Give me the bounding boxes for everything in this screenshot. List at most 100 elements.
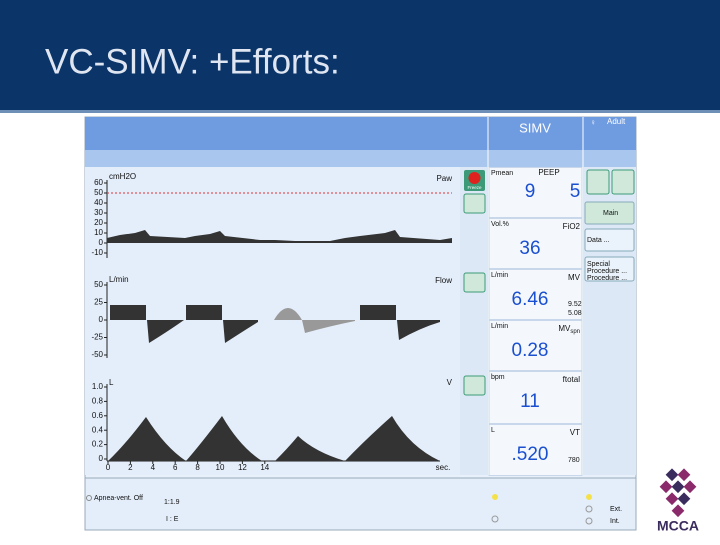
source-ext: Ext.: [610, 506, 622, 513]
measurement-cell: [488, 320, 583, 371]
menu-button[interactable]: [584, 228, 635, 252]
x-tick-label: 14: [260, 463, 269, 472]
measurement-value: 11: [520, 391, 540, 412]
measurement-value: 36: [519, 238, 540, 259]
menu-label: Special Procedure ... Procedure ...: [587, 261, 627, 282]
measurement-extra: 780: [568, 457, 580, 464]
screen-button[interactable]: [611, 169, 635, 195]
menu-label-line: Procedure ...: [587, 275, 627, 282]
measurement-name: PEEP: [538, 168, 559, 177]
measurement-cell: [488, 371, 583, 424]
flow-settings-button[interactable]: [463, 272, 486, 293]
top-bar: [85, 117, 636, 150]
y-tick-label: 60: [94, 178, 103, 187]
measurement-value: 0.28: [512, 340, 549, 361]
measurement-name: VT: [570, 428, 580, 437]
unit-label: L/min: [109, 275, 129, 284]
measurement-name: MVspn: [558, 324, 580, 334]
y-tick-label: 0.8: [92, 397, 104, 406]
measurement-value: 6.46: [512, 289, 549, 310]
x-tick-label: 2: [128, 463, 133, 472]
x-tick-label: 0: [106, 463, 111, 472]
trigger-indicator: [491, 515, 499, 523]
measurement-value: .520: [512, 444, 549, 465]
x-tick-label: 6: [173, 463, 178, 472]
name-text: ftotal: [563, 375, 581, 384]
x-unit: sec.: [436, 463, 451, 472]
layout-button[interactable]: [586, 169, 610, 195]
name-text: MV: [558, 324, 571, 333]
measurement-extra: 5.08: [568, 310, 582, 317]
measurement-cell: [488, 218, 583, 269]
ie-value: 1:1.9: [164, 499, 180, 506]
measurement-unit: L: [491, 427, 495, 434]
volume-settings-button[interactable]: [463, 375, 486, 396]
y-tick-label: 25: [94, 298, 103, 307]
ie-label: I : E: [166, 516, 179, 523]
measurement-extra: 9.52: [568, 301, 582, 308]
measurement-unit: L/min: [491, 323, 508, 330]
flow-wave-spont: [274, 308, 355, 333]
slide-title: VC-SIMV: +Efforts:: [45, 42, 340, 81]
y-tick-label: 50: [94, 280, 103, 289]
paw-wave: [107, 230, 452, 243]
y-tick-label: 0: [99, 315, 104, 324]
apnea-indicator: [86, 495, 92, 501]
y-tick-label: 40: [94, 198, 103, 207]
y-tick-label: 30: [94, 208, 103, 217]
measurement-unit: L/min: [491, 272, 508, 279]
measurement-unit: Vol.%: [491, 221, 509, 228]
x-tick-label: 12: [238, 463, 247, 472]
source-indicator: [586, 494, 592, 500]
flow-wave-insp: [110, 305, 396, 320]
settings-bar: [84, 477, 637, 531]
freeze-label: Freeze: [467, 185, 482, 190]
y-tick-label: -10: [91, 248, 103, 257]
unit-label: L: [109, 378, 114, 387]
logo-mark: [659, 468, 697, 518]
y-tick-label: -25: [91, 333, 103, 342]
logo-text: MCCA: [657, 518, 699, 534]
menu-label: Data ...: [587, 237, 610, 244]
paw-settings-button[interactable]: [463, 193, 486, 214]
y-tick-label: -50: [91, 350, 103, 359]
measurement-cell: [488, 167, 583, 218]
menu-button[interactable]: [584, 201, 635, 225]
measurement-name: MV: [568, 273, 581, 282]
y-tick-label: 10: [94, 228, 103, 237]
measurement-cell: [488, 269, 583, 320]
y-tick-label: 50: [94, 188, 103, 197]
name-text: MV: [568, 273, 581, 282]
trigger-indicator: [492, 494, 498, 500]
measurement-name: ftotal: [563, 375, 581, 384]
name-text: VT: [570, 428, 580, 437]
measurement-cell: [488, 424, 583, 476]
y-tick-label: 20: [94, 218, 103, 227]
menu-label-line: Special: [587, 261, 610, 268]
x-tick-label: 8: [195, 463, 200, 472]
patient-icon: ♀: [590, 118, 596, 127]
y-tick-label: 0.2: [92, 440, 104, 449]
y-tick-label: 0.4: [92, 425, 104, 434]
apnea-status: Apnea-vent. Off: [94, 495, 143, 502]
measurement-value: 5: [570, 181, 581, 202]
y-tick-label: 0: [99, 238, 104, 247]
freeze-icon: [468, 172, 481, 184]
unit-label: cmH2O: [109, 172, 136, 181]
menu-button[interactable]: [584, 256, 635, 282]
x-tick-label: 4: [151, 463, 156, 472]
measurement-value: 9: [525, 181, 536, 202]
menu-buttons: [586, 169, 635, 195]
measurement-unit: Pmean: [491, 170, 513, 177]
waveform-name: V: [447, 378, 453, 387]
icon-column: [460, 167, 488, 475]
waveform-name: Paw: [436, 174, 452, 183]
source-indicator[interactable]: [585, 505, 593, 513]
x-tick-label: 10: [216, 463, 225, 472]
y-tick-label: 0: [99, 454, 104, 463]
title-bar: [0, 0, 720, 110]
source-indicator[interactable]: [585, 517, 593, 525]
